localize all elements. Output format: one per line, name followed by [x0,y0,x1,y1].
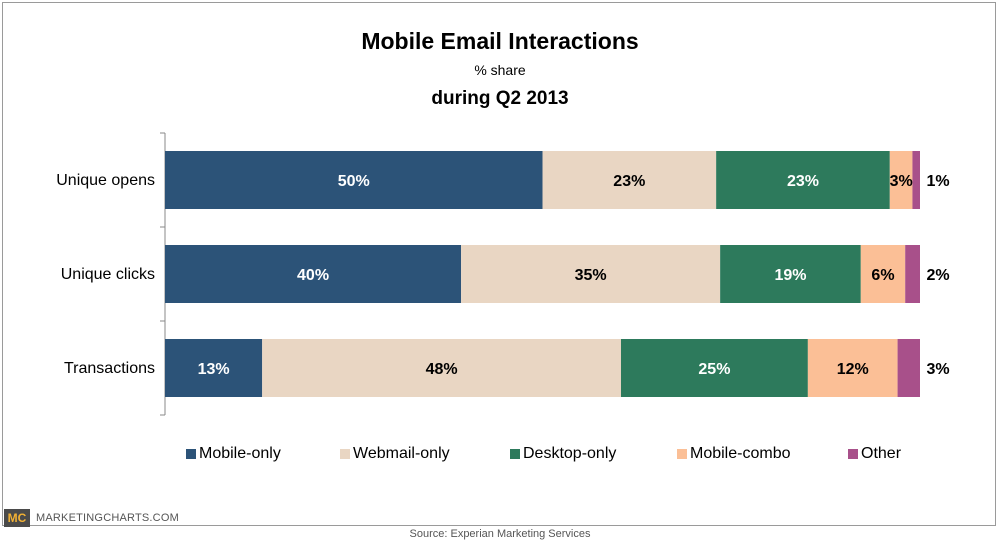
data-label: 1% [926,173,949,190]
legend-swatch [848,449,858,459]
chart-period: during Q2 2013 [431,88,569,109]
legend-label: Desktop-only [523,445,617,462]
category-label: Unique clicks [61,266,155,283]
legend-label: Mobile-only [199,445,281,462]
bar-segment [720,245,861,303]
legend-item: Other [848,444,901,464]
bar-segment [716,151,890,209]
bar-segment [165,339,263,397]
stacked-bar-chart: Unique opens 50% 23% 23% 3% 1% Unique clicks 40… [56,132,950,416]
bar-segment [807,339,898,397]
bar-segment [542,151,717,209]
data-label: 3% [890,173,913,190]
bar-segment [889,151,913,209]
data-label: 25% [698,361,730,378]
data-label: 23% [787,173,819,190]
bar-segment [620,339,808,397]
data-label: 3% [926,361,949,378]
legend-swatch [677,449,687,459]
legend-label: Mobile-combo [690,445,791,462]
bar-segment [461,245,721,303]
legend-swatch [510,449,520,459]
chart-title: Mobile Email Interactions [361,28,639,54]
bar-segment [165,151,543,209]
data-label: 13% [198,361,230,378]
legend-label: Other [861,445,902,462]
legend-label: Webmail-only [353,445,450,462]
data-label: 23% [613,173,645,190]
bar-segment [905,245,920,303]
chart-legend: Mobile-only Webmail-only Desktop-only Mobil… [0,444,1000,464]
legend-item: Webmail-only [340,444,450,464]
bar-segment [897,339,920,397]
brand: MC MARKETINGCHARTS.COM [4,508,179,528]
data-label: 40% [297,267,329,284]
data-label: 35% [575,267,607,284]
chart-subtitle: % share [474,62,526,78]
bar-segment [262,339,621,397]
brand-name: MARKETINGCHARTS.COM [36,512,179,524]
bar-segment [860,245,906,303]
mc-logo: MC [4,509,30,527]
source-note: Source: Experian Marketing Services [409,528,591,540]
data-label: 2% [926,267,949,284]
legend-swatch [186,449,196,459]
data-label: 6% [871,267,894,284]
category-label: Unique opens [56,172,155,189]
data-label: 19% [774,267,806,284]
data-label: 48% [426,361,458,378]
data-label: 12% [837,361,869,378]
legend-item: Mobile-only [186,444,281,464]
bar-segment [912,151,920,209]
bar-segment [165,245,462,303]
legend-item: Mobile-combo [677,444,790,464]
legend-item: Desktop-only [510,444,616,464]
data-label: 50% [338,173,370,190]
category-label: Transactions [64,360,155,377]
legend-swatch [340,449,350,459]
